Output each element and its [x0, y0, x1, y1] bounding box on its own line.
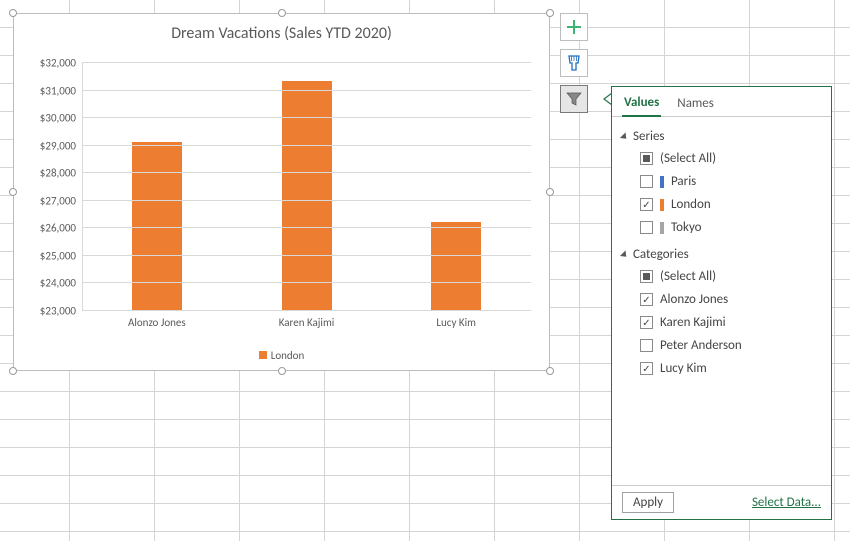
gridline: $30,000 [82, 117, 531, 118]
series-swatch [660, 222, 664, 234]
chart-title[interactable]: Dream Vacations (Sales YTD 2020) [14, 24, 549, 43]
resize-handle-n[interactable] [278, 9, 286, 17]
checkbox[interactable] [640, 293, 653, 306]
y-tick-label: $28,000 [22, 167, 82, 180]
item-label: (Select All) [660, 269, 716, 284]
categories-select-all[interactable]: (Select All) [622, 265, 827, 288]
series-group-header[interactable]: Series [622, 129, 827, 144]
gridline: $28,000 [82, 172, 531, 173]
resize-handle-s[interactable] [278, 367, 286, 375]
category-filter-item[interactable]: Karen Kajimi [622, 311, 827, 334]
x-tick-label: Lucy Kim [381, 310, 531, 329]
collapse-icon [620, 132, 629, 141]
tab-values[interactable]: Values [622, 89, 661, 117]
resize-handle-sw[interactable] [9, 367, 17, 375]
series-select-all[interactable]: (Select All) [622, 147, 827, 170]
y-tick-label: $32,000 [22, 57, 82, 70]
y-tick-label: $31,000 [22, 84, 82, 97]
filter-tabs: Values Names [612, 87, 831, 117]
item-label: Karen Kajimi [660, 315, 726, 330]
bar[interactable] [431, 222, 481, 310]
brush-icon [565, 54, 583, 72]
chart-filters-button[interactable] [560, 85, 588, 113]
item-label: Tokyo [671, 220, 702, 235]
item-label: (Select All) [660, 151, 716, 166]
y-tick-label: $25,000 [22, 249, 82, 262]
category-filter-item[interactable]: Alonzo Jones [622, 288, 827, 311]
collapse-icon [620, 250, 629, 259]
apply-button[interactable]: Apply [622, 492, 674, 513]
resize-handle-w[interactable] [9, 188, 17, 196]
gridline: $27,000 [82, 200, 531, 201]
y-tick-label: $27,000 [22, 194, 82, 207]
item-label: Paris [671, 174, 696, 189]
resize-handle-e[interactable] [546, 188, 554, 196]
categories-group-header[interactable]: Categories [622, 247, 827, 262]
gridline: $26,000 [82, 227, 531, 228]
categories-label: Categories [633, 247, 689, 262]
plot-area[interactable]: Alonzo JonesKaren KajimiLucy Kim $23,000… [82, 62, 531, 310]
y-tick-label: $26,000 [22, 222, 82, 235]
chart-styles-button[interactable] [560, 49, 588, 77]
resize-handle-nw[interactable] [9, 9, 17, 17]
chart-filter-pane: Values Names Series (Select All) Paris Lo… [611, 86, 832, 520]
filter-tree: Series (Select All) Paris London Tokyo Cat… [612, 117, 831, 384]
select-data-link[interactable]: Select Data... [752, 495, 821, 510]
series-label: Series [633, 129, 665, 144]
item-label: Alonzo Jones [660, 292, 728, 307]
gridline: $25,000 [82, 255, 531, 256]
checkbox[interactable] [640, 221, 653, 234]
category-filter-item[interactable]: Peter Anderson [622, 334, 827, 357]
y-tick-label: $23,000 [22, 305, 82, 318]
bar[interactable] [132, 142, 182, 310]
chart-elements-button[interactable] [560, 13, 588, 41]
checkbox[interactable] [640, 198, 653, 211]
resize-handle-se[interactable] [546, 367, 554, 375]
y-tick-label: $29,000 [22, 139, 82, 152]
checkbox-indeterminate[interactable] [640, 152, 653, 165]
gridline: $31,000 [82, 90, 531, 91]
legend[interactable]: London [14, 349, 549, 362]
chart-object[interactable]: Dream Vacations (Sales YTD 2020) Alonzo … [13, 13, 550, 371]
plus-icon [565, 18, 583, 36]
legend-label: London [271, 349, 305, 362]
bar[interactable] [282, 81, 332, 310]
series-filter-item[interactable]: Paris [622, 170, 827, 193]
filter-footer: Apply Select Data... [612, 485, 831, 519]
y-tick-label: $24,000 [22, 277, 82, 290]
legend-swatch [259, 351, 267, 359]
series-filter-item[interactable]: Tokyo [622, 216, 827, 239]
bar-slot: Karen Kajimi [232, 62, 382, 310]
item-label: London [671, 197, 711, 212]
checkbox[interactable] [640, 339, 653, 352]
gridline: $32,000 [82, 62, 531, 63]
gridline: $29,000 [82, 145, 531, 146]
x-tick-label: Karen Kajimi [232, 310, 382, 329]
resize-handle-ne[interactable] [546, 9, 554, 17]
checkbox[interactable] [640, 175, 653, 188]
bars-container: Alonzo JonesKaren KajimiLucy Kim [82, 62, 531, 310]
series-filter-item[interactable]: London [622, 193, 827, 216]
bar-slot: Lucy Kim [381, 62, 531, 310]
funnel-icon [565, 90, 583, 108]
tab-names[interactable]: Names [675, 90, 716, 116]
bar-slot: Alonzo Jones [82, 62, 232, 310]
category-filter-item[interactable]: Lucy Kim [622, 357, 827, 380]
checkbox[interactable] [640, 316, 653, 329]
series-swatch [660, 176, 664, 188]
series-swatch [660, 199, 664, 211]
item-label: Lucy Kim [660, 361, 707, 376]
x-tick-label: Alonzo Jones [82, 310, 232, 329]
gridline: $24,000 [82, 282, 531, 283]
y-tick-label: $30,000 [22, 112, 82, 125]
checkbox[interactable] [640, 362, 653, 375]
checkbox-indeterminate[interactable] [640, 270, 653, 283]
gridline: $23,000 [82, 310, 531, 311]
item-label: Peter Anderson [660, 338, 742, 353]
